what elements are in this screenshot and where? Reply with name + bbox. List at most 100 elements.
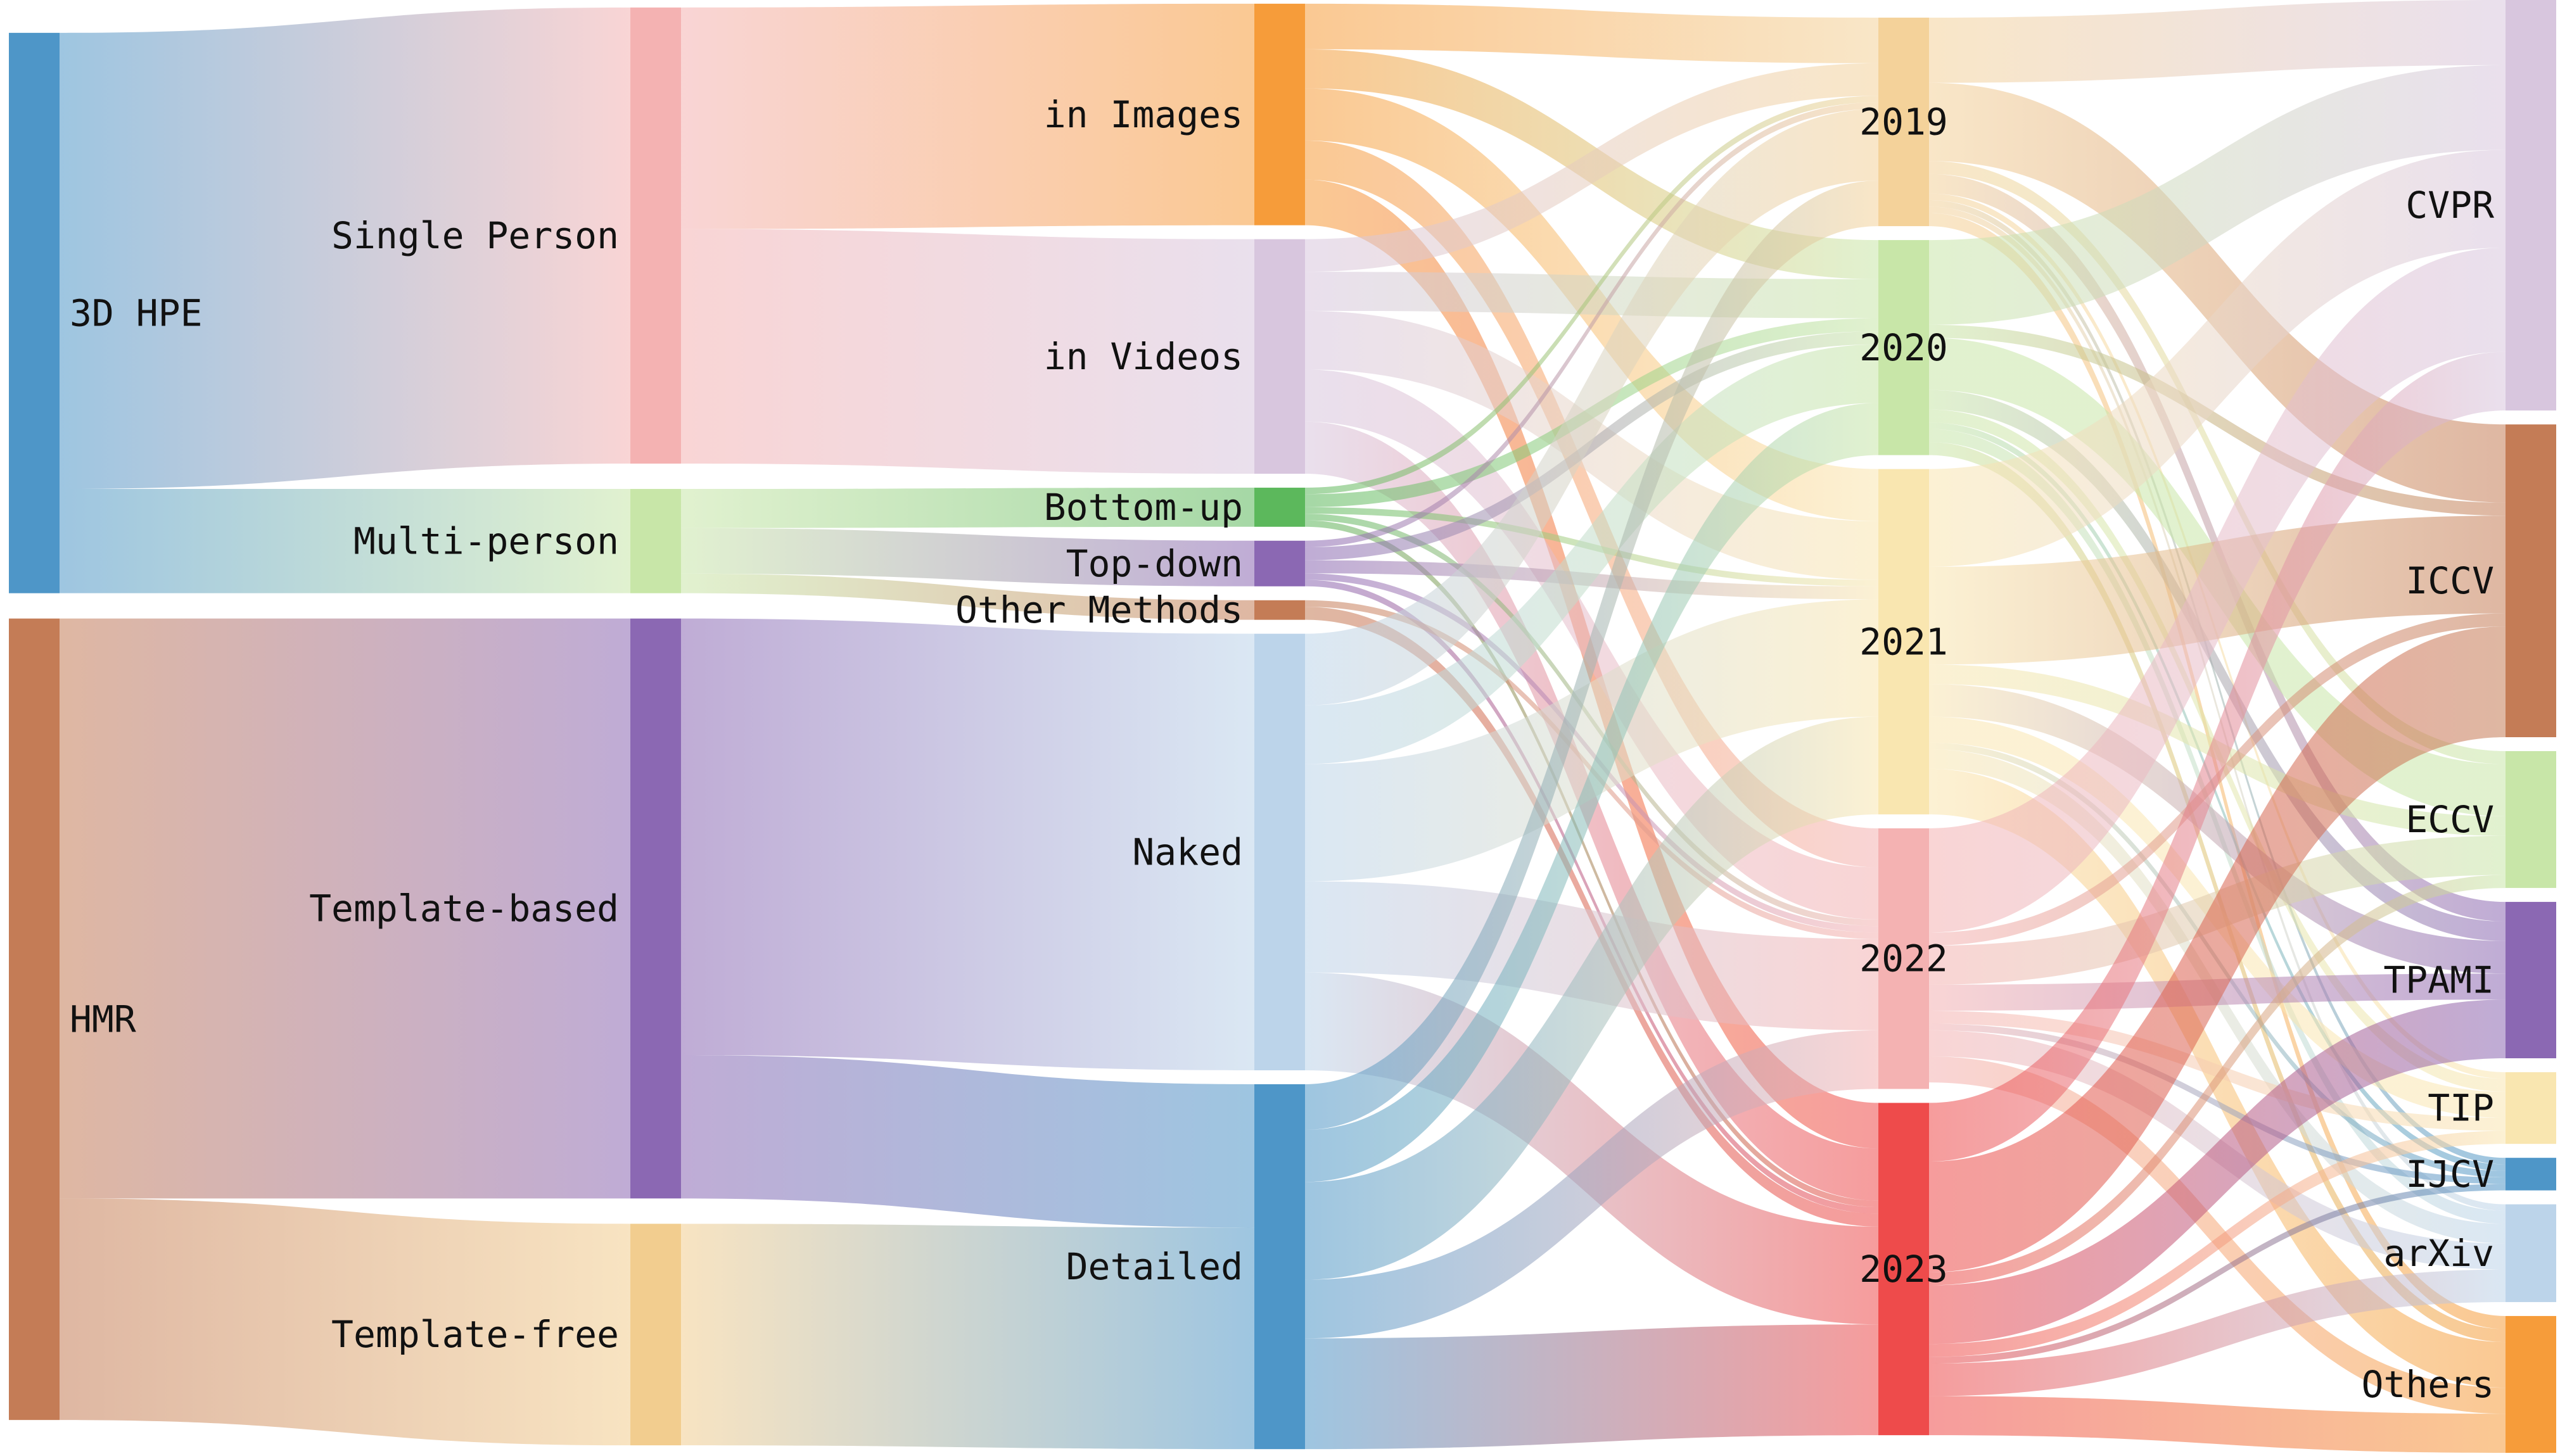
node-2020 — [1878, 240, 1929, 455]
link-in-videos-to-2019 — [1305, 63, 1878, 272]
label-other-methods: Other Methods — [955, 588, 1243, 631]
link-in-images-to-2022 — [1305, 140, 1878, 868]
label-multi-person: Multi-person — [353, 519, 619, 562]
link-2021-to-cvpr — [1929, 149, 2506, 567]
link-detailed-to-2023 — [1305, 1324, 1878, 1450]
link-2020-to-cvpr — [1929, 65, 2506, 325]
link-2019-to-ijcv — [1929, 199, 2506, 1165]
node-3d-hpe — [9, 32, 60, 593]
link-2023-to-arxiv — [1929, 1269, 2506, 1396]
node-2023 — [1878, 1103, 1929, 1436]
link-2021-to-tpami — [1929, 684, 2506, 974]
sankey-nodes — [9, 0, 2556, 1453]
label-iccv: ICCV — [2405, 559, 2494, 602]
link-naked-to-2020 — [1305, 344, 1878, 764]
link-3d-hpe-to-single-person — [60, 7, 630, 490]
node-tpami — [2506, 902, 2556, 1058]
node-top-down — [1254, 540, 1305, 586]
link-2019-to-eccv — [1929, 161, 2506, 764]
label-eccv: ECCV — [2405, 798, 2494, 841]
node-bottom-up — [1254, 488, 1305, 527]
link-2023-to-eccv — [1929, 875, 2506, 1286]
node-template-based — [630, 618, 681, 1199]
label-top-down: Top-down — [1066, 542, 1243, 585]
label-single-person: Single Person — [331, 214, 619, 257]
link-multi-person-to-top-down — [681, 528, 1254, 586]
label-ijcv: IJCV — [2405, 1153, 2494, 1196]
link-multi-person-to-bottom-up — [681, 488, 1254, 528]
link-2022-to-cvpr — [1929, 247, 2506, 933]
label-template-free: Template-free — [331, 1313, 619, 1356]
node-ijcv — [2506, 1158, 2556, 1191]
node-single-person — [630, 7, 681, 464]
label-in-images: in Images — [1044, 93, 1243, 136]
link-2019-to-cvpr — [1929, 0, 2506, 83]
link-hmr-to-template-free — [60, 1198, 630, 1446]
link-multi-person-to-other-methods — [681, 573, 1254, 620]
link-top-down-to-2020 — [1305, 331, 1878, 560]
link-2022-to-others — [1929, 1056, 2506, 1414]
node-arxiv — [2506, 1204, 2556, 1302]
link-detailed-to-2020 — [1305, 403, 1878, 1182]
node-iccv — [2506, 424, 2556, 738]
label-2020: 2020 — [1859, 326, 1948, 369]
node-detailed — [1254, 1084, 1305, 1450]
link-2020-to-ijcv — [1929, 422, 2506, 1171]
link-2023-to-tip — [1929, 1130, 2506, 1357]
link-detailed-to-2022 — [1305, 1030, 1878, 1339]
link-2023-to-tpami — [1929, 999, 2506, 1345]
node-in-videos — [1254, 239, 1305, 474]
label-tip: TIP — [2428, 1087, 2494, 1130]
link-single-person-to-in-images — [681, 3, 1254, 229]
link-2022-to-tip — [1929, 1010, 2506, 1131]
link-3d-hpe-to-multi-person — [60, 489, 630, 593]
link-2023-to-ijcv — [1929, 1184, 2506, 1364]
sankey-links — [60, 0, 2506, 1453]
node-2021 — [1878, 469, 1929, 814]
link-naked-to-2021 — [1305, 599, 1878, 882]
node-2022 — [1878, 828, 1929, 1089]
link-template-free-to-detailed — [681, 1224, 1254, 1450]
label-others: Others — [2361, 1363, 2494, 1406]
link-2023-to-iccv — [1929, 626, 2506, 1272]
link-template-based-to-naked — [681, 618, 1254, 1070]
label-naked: Naked — [1132, 830, 1243, 873]
label-2021: 2021 — [1859, 620, 1948, 663]
link-template-based-to-detailed — [681, 1054, 1254, 1228]
label-2023: 2023 — [1859, 1248, 1948, 1291]
node-naked — [1254, 633, 1305, 1070]
link-hmr-to-template-based — [60, 618, 630, 1199]
label-3d-hpe: 3D HPE — [70, 291, 203, 334]
link-2022-to-ijcv — [1929, 1023, 2506, 1184]
node-tip — [2506, 1072, 2556, 1144]
node-cvpr — [2506, 0, 2556, 411]
node-multi-person — [630, 489, 681, 593]
link-bottom-up-to-2019 — [1305, 96, 1878, 495]
link-2023-to-others — [1929, 1396, 2506, 1453]
node-eccv — [2506, 751, 2556, 889]
label-2019: 2019 — [1859, 100, 1948, 143]
link-single-person-to-in-videos — [681, 229, 1254, 474]
link-detailed-to-2021 — [1305, 716, 1878, 1280]
label-template-based: Template-based — [309, 887, 619, 930]
node-other-methods — [1254, 600, 1305, 620]
link-bottom-up-to-2023 — [1305, 520, 1878, 1208]
label-2022: 2022 — [1859, 937, 1948, 980]
link-2020-to-tpami — [1929, 389, 2506, 941]
label-detailed: Detailed — [1066, 1245, 1243, 1288]
link-top-down-to-2019 — [1305, 102, 1878, 548]
label-in-videos: in Videos — [1044, 335, 1243, 378]
link-naked-to-2019 — [1305, 108, 1878, 706]
node-others — [2506, 1315, 2556, 1453]
link-detailed-to-2019 — [1305, 180, 1878, 1130]
label-hmr: HMR — [70, 997, 136, 1041]
sankey-labels: 2019 2020 2021 2022 2023 3D HPE HMR Single Pers… — [70, 93, 2494, 1406]
link-2023-to-cvpr — [1929, 351, 2506, 1162]
label-bottom-up: Bottom-up — [1044, 486, 1243, 529]
node-in-images — [1254, 3, 1305, 225]
link-2019-to-arxiv — [1929, 206, 2506, 1211]
node-2019 — [1878, 17, 1929, 227]
label-tpami: TPAMI — [2383, 959, 2494, 1002]
